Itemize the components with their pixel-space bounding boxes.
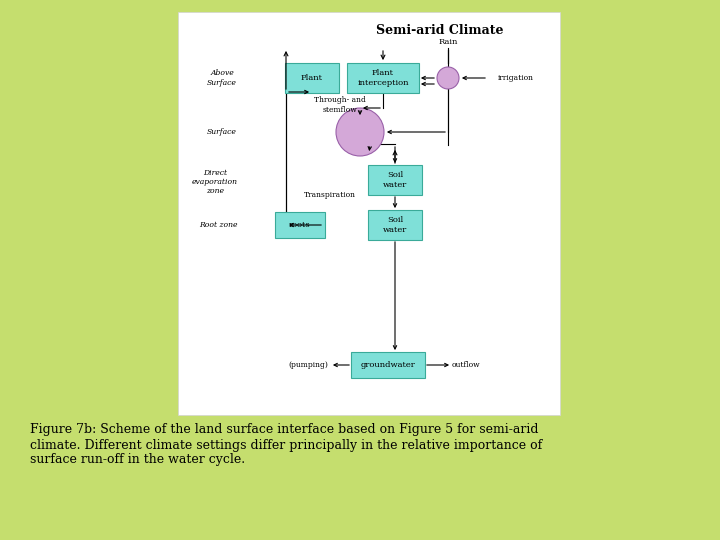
Text: Rain: Rain [438, 38, 458, 46]
FancyBboxPatch shape [275, 212, 325, 238]
FancyBboxPatch shape [368, 165, 422, 195]
Text: Semi-arid Climate: Semi-arid Climate [377, 24, 504, 37]
Text: groundwater: groundwater [361, 361, 415, 369]
Bar [178, 12, 560, 415]
Text: roots: roots [289, 221, 311, 229]
Text: Figure 7b: Scheme of the land surface interface based on Figure 5 for semi-arid
: Figure 7b: Scheme of the land surface in… [30, 423, 542, 467]
Text: Direct
evaporation
zone: Direct evaporation zone [192, 169, 238, 195]
Text: Soil
water: Soil water [383, 171, 407, 188]
FancyBboxPatch shape [285, 63, 339, 93]
Text: (pumping): (pumping) [288, 361, 328, 369]
FancyBboxPatch shape [368, 210, 422, 240]
Text: outflow: outflow [452, 361, 481, 369]
Text: Transpiration: Transpiration [304, 191, 356, 199]
Text: irrigation: irrigation [498, 74, 534, 82]
Text: Plant
interception: Plant interception [357, 70, 409, 86]
Text: Root zone: Root zone [199, 221, 238, 229]
FancyBboxPatch shape [351, 352, 425, 378]
Text: Plant: Plant [301, 74, 323, 82]
Text: Surface: Surface [207, 128, 237, 136]
Ellipse shape [437, 67, 459, 89]
FancyBboxPatch shape [347, 63, 419, 93]
Text: Above
Surface: Above Surface [207, 70, 237, 86]
Text: Through- and
stemflow: Through- and stemflow [314, 97, 366, 113]
Text: Soil
water: Soil water [383, 217, 407, 234]
Ellipse shape [336, 108, 384, 156]
